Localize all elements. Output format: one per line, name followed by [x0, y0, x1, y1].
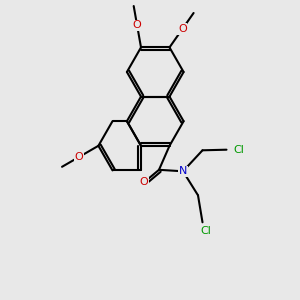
Text: O: O	[74, 152, 83, 162]
Text: O: O	[178, 24, 187, 34]
Text: N: N	[179, 166, 187, 176]
Text: Cl: Cl	[200, 226, 211, 236]
Text: O: O	[139, 177, 148, 187]
Text: Cl: Cl	[233, 145, 244, 155]
Text: O: O	[133, 20, 142, 30]
